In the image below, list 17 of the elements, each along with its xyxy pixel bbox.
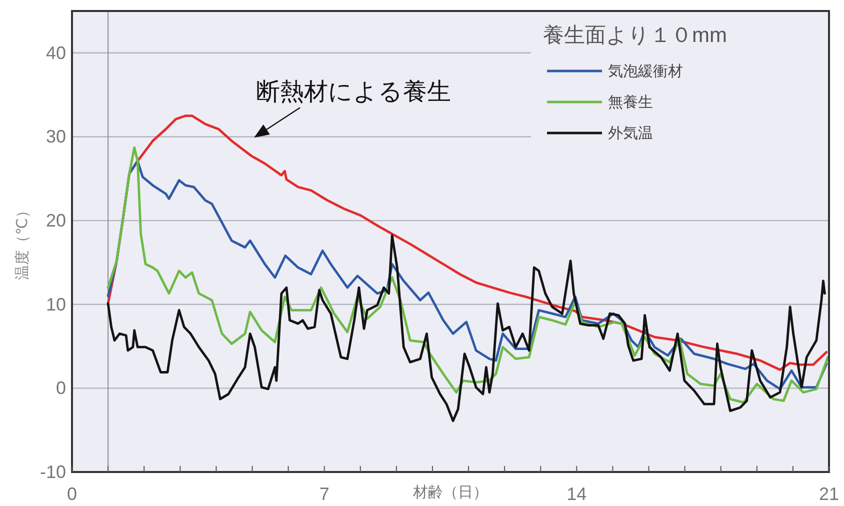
legend-title: 養生面より１０mm: [543, 24, 727, 47]
y-tick-label: 20: [46, 210, 66, 231]
annotation: 断熱材による養生: [256, 78, 452, 106]
x-tick-label: 14: [566, 484, 587, 504]
y-axis-title: 温度（℃）: [14, 203, 31, 280]
legend-label: 気泡緩衝材: [608, 63, 683, 80]
legend-label: 外気温: [608, 125, 653, 142]
y-tick-label: 30: [46, 126, 66, 147]
legend-label: 無養生: [608, 94, 653, 111]
y-tick-label: 0: [56, 378, 66, 398]
y-tick-label: -10: [40, 462, 66, 482]
x-tick-label: 7: [319, 484, 330, 504]
y-tick-label: 40: [46, 42, 66, 63]
x-tick-label: 21: [818, 484, 840, 504]
y-tick-label: 10: [46, 294, 66, 314]
x-tick-label: 0: [67, 484, 77, 504]
x-axis-title: 材齢（日）: [413, 484, 488, 501]
